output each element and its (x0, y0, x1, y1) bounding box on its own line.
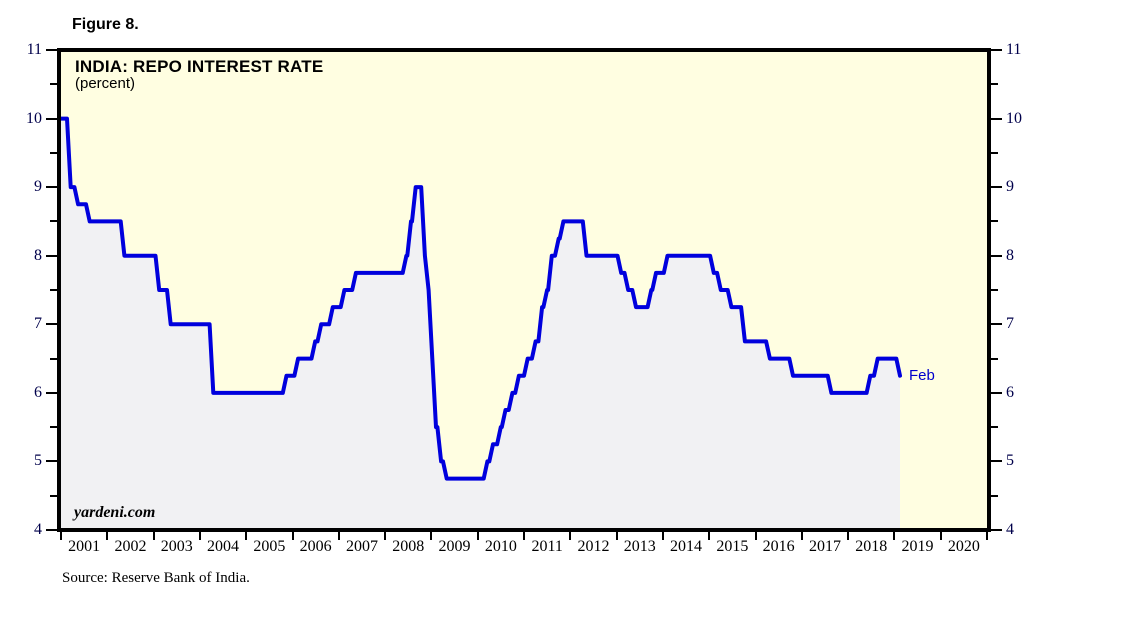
y-tick-label: 8 (34, 246, 42, 264)
x-tick (800, 532, 803, 540)
y-tick-label: 7 (34, 315, 42, 333)
x-tick (245, 532, 248, 540)
y-tick-major-right (991, 460, 1002, 463)
x-tick (198, 532, 201, 540)
x-tick (106, 532, 109, 540)
source-note: Source: Reserve Bank of India. (62, 570, 250, 586)
y-tick-minor-right (991, 426, 998, 429)
y-tick-minor-left (50, 357, 57, 360)
y-tick-minor-left (50, 494, 57, 497)
y-tick-major-right (991, 186, 1002, 189)
feb-annotation: Feb (908, 366, 935, 384)
y-tick-major-right (991, 254, 1002, 257)
x-tick (569, 532, 572, 540)
x-tick-label: 2015 (716, 538, 749, 555)
y-tick-minor-right (991, 151, 998, 154)
y-tick-label: 4 (34, 521, 42, 538)
y-tick-label: 11 (1006, 41, 1022, 58)
y-tick-major-left (46, 391, 57, 394)
chart-subtitle: (percent) (75, 75, 136, 92)
y-tick-minor-right (991, 494, 998, 497)
y-tick-label: 10 (26, 109, 42, 127)
x-tick-label: 2002 (114, 538, 147, 555)
x-tick (661, 532, 664, 540)
x-tick-label: 2017 (808, 538, 841, 555)
y-tick-major-left (46, 529, 57, 531)
chart-title: INDIA: REPO INTEREST RATE (75, 57, 324, 76)
x-tick-label: 2008 (392, 538, 425, 555)
x-tick-label: 2003 (160, 538, 193, 555)
x-tick (939, 532, 942, 540)
plot-frame: INDIA: REPO INTEREST RATE (percent) yard… (57, 48, 991, 532)
repo-rate-area (61, 118, 900, 528)
x-tick (754, 532, 757, 540)
y-tick-label: 6 (1006, 383, 1014, 401)
x-tick-label: 2020 (947, 538, 980, 555)
y-tick-label: 9 (1006, 178, 1014, 196)
x-tick (986, 532, 988, 540)
x-tick (847, 532, 850, 540)
y-tick-minor-right (991, 289, 998, 291)
y-tick-minor-right (991, 220, 998, 223)
x-tick-label: 2007 (345, 538, 378, 555)
x-tick (60, 532, 62, 540)
x-tick-label: 2019 (901, 538, 934, 555)
y-tick-major-right (991, 49, 1002, 51)
y-tick-major-right (991, 391, 1002, 394)
x-tick-label: 2006 (299, 538, 332, 555)
figure-label: Figure 8. (72, 16, 139, 33)
x-tick (337, 532, 340, 540)
watermark: yardeni.com (74, 504, 156, 521)
y-tick-major-left (46, 186, 57, 189)
y-tick-minor-left (50, 289, 57, 291)
y-tick-minor-right (991, 83, 998, 86)
y-tick-major-left (46, 117, 57, 120)
y-tick-major-left (46, 49, 57, 51)
x-tick (152, 532, 155, 540)
x-tick (384, 532, 387, 540)
x-tick-label: 2009 (438, 538, 471, 555)
y-tick-major-left (46, 460, 57, 463)
y-tick-label: 10 (1006, 109, 1022, 127)
y-tick-major-right (991, 117, 1002, 120)
y-tick-label: 9 (34, 178, 42, 196)
y-tick-minor-left (50, 83, 57, 86)
x-tick (615, 532, 618, 540)
x-tick-label: 2001 (68, 538, 101, 555)
y-tick-label: 8 (1006, 246, 1014, 264)
y-tick-minor-left (50, 220, 57, 223)
y-tick-major-left (46, 323, 57, 326)
y-tick-label: 7 (1006, 315, 1014, 333)
repo-rate-chart (61, 52, 987, 528)
y-tick-label: 5 (34, 452, 42, 470)
x-tick-label: 2014 (670, 538, 703, 555)
y-tick-major-left (46, 254, 57, 257)
x-tick-label: 2005 (253, 538, 286, 555)
x-tick-label: 2013 (623, 538, 656, 555)
x-tick (291, 532, 294, 540)
y-tick-minor-left (50, 426, 57, 429)
y-tick-minor-left (50, 151, 57, 154)
x-tick-label: 2004 (207, 538, 240, 555)
x-tick-label: 2010 (484, 538, 517, 555)
y-tick-label: 5 (1006, 452, 1014, 470)
y-tick-minor-right (991, 357, 998, 360)
y-tick-major-right (991, 323, 1002, 326)
x-tick-label: 2011 (531, 538, 563, 555)
y-tick-label: 4 (1006, 521, 1014, 538)
y-tick-label: 6 (34, 383, 42, 401)
x-tick-label: 2018 (855, 538, 888, 555)
x-tick (708, 532, 711, 540)
x-tick (430, 532, 433, 540)
x-tick-label: 2012 (577, 538, 610, 555)
x-tick-label: 2016 (762, 538, 795, 555)
x-tick (523, 532, 525, 540)
x-tick (893, 532, 896, 540)
repo-rate-line (61, 116, 902, 481)
x-tick (476, 532, 479, 540)
y-tick-label: 11 (26, 41, 42, 58)
y-tick-major-right (991, 529, 1002, 531)
